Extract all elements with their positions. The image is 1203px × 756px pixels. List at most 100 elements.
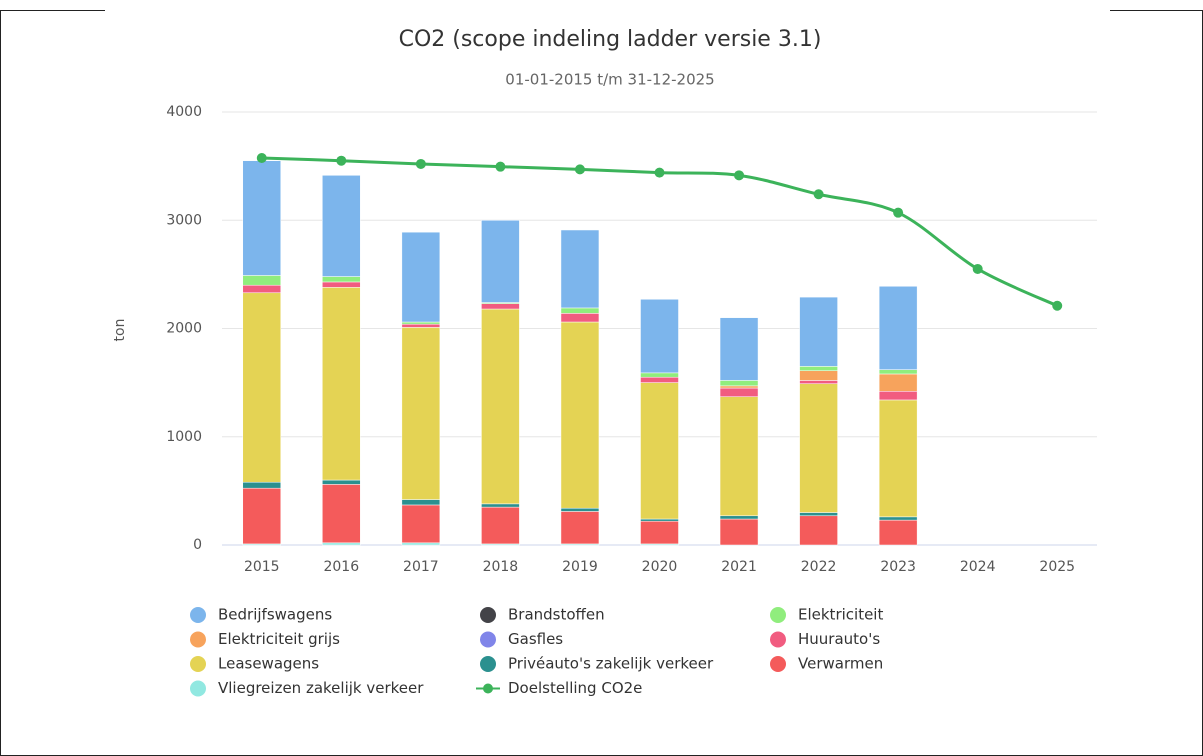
bar-segment: [719, 385, 759, 389]
bar-segment: [560, 313, 600, 323]
line-point: [574, 164, 585, 175]
legend-label: Verwarmen: [798, 655, 883, 673]
bar-segment: [799, 512, 838, 517]
legend-label: Doelstelling CO2e: [508, 679, 642, 697]
line-point: [495, 161, 506, 172]
bar-segment: [481, 303, 520, 310]
y-tick-label: 0: [193, 537, 202, 553]
legend-symbol: [480, 607, 496, 623]
bar-segment: [322, 175, 361, 277]
y-tick-label: 3000: [166, 212, 202, 228]
x-tick-label: 2019: [562, 559, 598, 575]
bar-segment: [322, 542, 361, 546]
bar-segment: [322, 287, 361, 481]
legend-symbol: [190, 631, 206, 648]
x-tick-label: 2022: [801, 559, 837, 575]
y-axis-label: ton: [112, 319, 128, 342]
bar-segment: [401, 504, 441, 544]
bar-segment: [401, 499, 441, 506]
bar-segment: [640, 520, 679, 545]
bar-segment: [242, 160, 282, 276]
x-tick-label: 2023: [880, 559, 916, 575]
legend-symbol: [480, 656, 496, 672]
line-point: [654, 167, 665, 178]
bar-segment: [481, 503, 520, 508]
bar-segment: [560, 307, 600, 314]
bar-segment: [560, 321, 600, 509]
y-tick-label: 2000: [166, 321, 202, 337]
bar-segment: [481, 308, 520, 505]
bar-segment: [481, 506, 520, 545]
bar-segment: [799, 366, 838, 371]
line-point: [415, 158, 426, 169]
legend-label: Brandstoffen: [508, 606, 605, 624]
line-point: [813, 189, 824, 200]
bar-segment: [878, 519, 918, 546]
bar-segment: [640, 376, 679, 383]
bar-segment: [878, 369, 918, 375]
bar-segment: [401, 327, 441, 500]
line-point: [734, 170, 745, 181]
line-point: [256, 153, 267, 164]
legend-symbol: [770, 631, 786, 648]
bar-segment: [719, 515, 759, 520]
x-tick-label: 2025: [1039, 559, 1075, 575]
frame: [0, 10, 1203, 756]
bar-segment: [401, 321, 441, 325]
x-tick-label: 2021: [721, 559, 757, 575]
x-tick-label: 2024: [960, 559, 996, 575]
legend-label: Elektriciteit: [798, 606, 883, 624]
chart-title: CO2 (scope indeling ladder versie 3.1): [399, 27, 822, 52]
legend-symbol: [770, 607, 786, 623]
legend-symbol: [770, 656, 786, 672]
bar-segment: [719, 387, 759, 397]
legend-label: Vliegreizen zakelijk verkeer: [218, 679, 424, 697]
legend-label: Gasfles: [508, 630, 563, 648]
bar-segment: [799, 380, 838, 384]
line-point: [1052, 300, 1063, 311]
bar-segment: [242, 292, 282, 483]
legend-label: Bedrijfswagens: [218, 606, 332, 624]
legend-label: Elektriciteit grijs: [218, 630, 340, 648]
frame-gap: [105, 0, 1110, 20]
legend-symbol: [190, 656, 206, 672]
legend-label: Leasewagens: [218, 655, 319, 673]
bar-segment: [560, 511, 600, 545]
bar-segment: [640, 518, 679, 522]
bar-segment: [242, 284, 282, 294]
bar-segment: [640, 299, 679, 374]
chart-subtitle: 01-01-2015 t/m 31-12-2025: [505, 71, 714, 89]
bar-segment: [481, 220, 520, 303]
bar-segment: [719, 396, 759, 517]
bar-segment: [322, 484, 361, 544]
bar-segment: [719, 518, 759, 546]
line-point: [972, 263, 983, 274]
legend-symbol: [480, 631, 496, 648]
legend-symbol: [483, 683, 493, 694]
bar-segment: [242, 481, 282, 489]
bar-segment: [401, 542, 441, 546]
legend-symbol: [190, 680, 206, 697]
bar-segment: [878, 516, 918, 521]
bar-segment: [401, 231, 441, 323]
bar-segment: [560, 507, 600, 512]
x-tick-label: 2015: [244, 559, 280, 575]
legend-label: Huurauto's: [798, 630, 880, 648]
line-point: [336, 155, 347, 166]
bar-segment: [799, 296, 838, 367]
bar-segment: [878, 399, 918, 518]
bar-segment: [322, 281, 361, 288]
bar-segment: [640, 372, 679, 378]
x-tick-label: 2018: [483, 559, 519, 575]
bar-segment: [878, 286, 918, 370]
bar-segment: [719, 317, 759, 381]
x-tick-label: 2016: [323, 559, 359, 575]
x-tick-label: 2017: [403, 559, 439, 575]
bar-segment: [719, 380, 759, 387]
bar-segment: [242, 487, 282, 545]
bar-segment: [878, 391, 918, 401]
bar-segment: [401, 323, 441, 328]
bar-segment: [242, 275, 282, 286]
bar-segment: [878, 373, 918, 392]
